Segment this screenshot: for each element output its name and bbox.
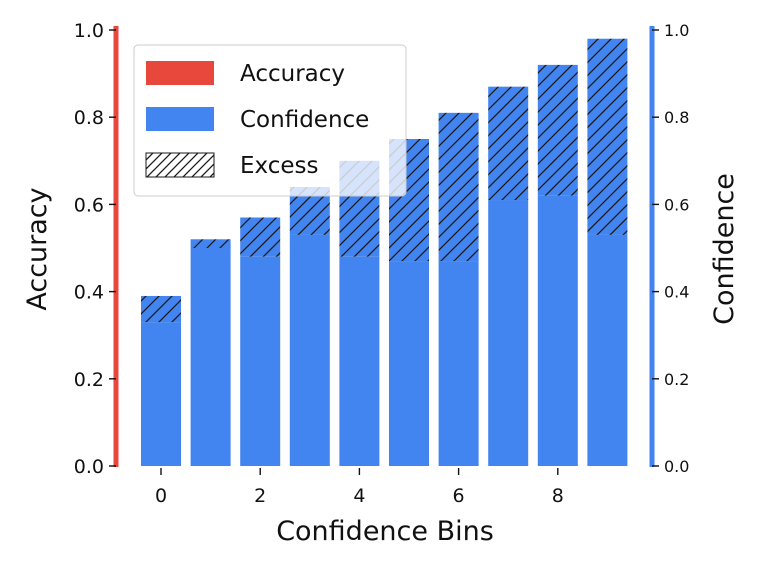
legend-swatch-accuracy <box>146 61 214 85</box>
accuracy-bar <box>141 322 181 466</box>
right-y-axis-title: Confidence <box>709 173 740 325</box>
legend-label-excess: Excess <box>240 153 319 179</box>
accuracy-bar <box>389 261 429 466</box>
accuracy-bar <box>438 261 479 466</box>
x-tick-label: 4 <box>353 485 365 507</box>
excess-bar <box>190 239 231 248</box>
accuracy-bar <box>587 234 628 466</box>
x-tick-label: 2 <box>254 485 266 507</box>
excess-bar <box>141 295 181 323</box>
accuracy-bar <box>240 256 281 466</box>
left-y-tick-label: 0.6 <box>74 194 104 216</box>
accuracy-bar <box>339 256 380 466</box>
left-y-axis-title: Accuracy <box>22 187 53 310</box>
legend: Accuracy Confidence Excess <box>133 44 407 197</box>
axes-group: 0.0 0.0 0.2 0.2 0.4 0.4 0.6 0.6 0.8 0.8 1.0 1.0 0 2 4 6… <box>74 20 690 507</box>
accuracy-bar <box>190 248 231 466</box>
right-y-tick-label: 0.6 <box>664 195 689 214</box>
excess-bar <box>587 38 628 235</box>
right-y-tick-label: 0.0 <box>664 457 689 476</box>
left-y-tick-label: 1.0 <box>74 20 104 42</box>
excess-bar <box>488 86 529 201</box>
x-tick-label: 6 <box>453 485 465 507</box>
excess-bar <box>240 217 281 257</box>
left-y-tick-label: 0.8 <box>74 107 104 129</box>
right-y-tick-label: 1.0 <box>664 21 689 40</box>
excess-bar <box>537 64 578 196</box>
legend-label-accuracy: Accuracy <box>240 61 345 87</box>
left-y-tick-label: 0.2 <box>74 369 104 391</box>
excess-bar <box>438 112 479 262</box>
bars-group <box>141 38 628 467</box>
right-y-tick-label: 0.2 <box>664 370 689 389</box>
legend-label-confidence: Confidence <box>240 107 369 133</box>
right-y-tick-label: 0.8 <box>664 108 689 127</box>
accuracy-bar <box>488 200 529 467</box>
x-tick-label: 0 <box>155 485 167 507</box>
left-y-tick-label: 0.0 <box>74 456 104 478</box>
legend-swatch-confidence <box>146 107 214 131</box>
left-y-tick-label: 0.4 <box>74 282 104 304</box>
accuracy-bar <box>289 234 330 466</box>
x-tick-label: 8 <box>552 485 564 507</box>
accuracy-bar <box>537 195 578 466</box>
legend-swatch-excess <box>145 152 215 178</box>
x-axis-title: Confidence Bins <box>276 516 494 547</box>
right-y-tick-label: 0.4 <box>664 283 689 302</box>
